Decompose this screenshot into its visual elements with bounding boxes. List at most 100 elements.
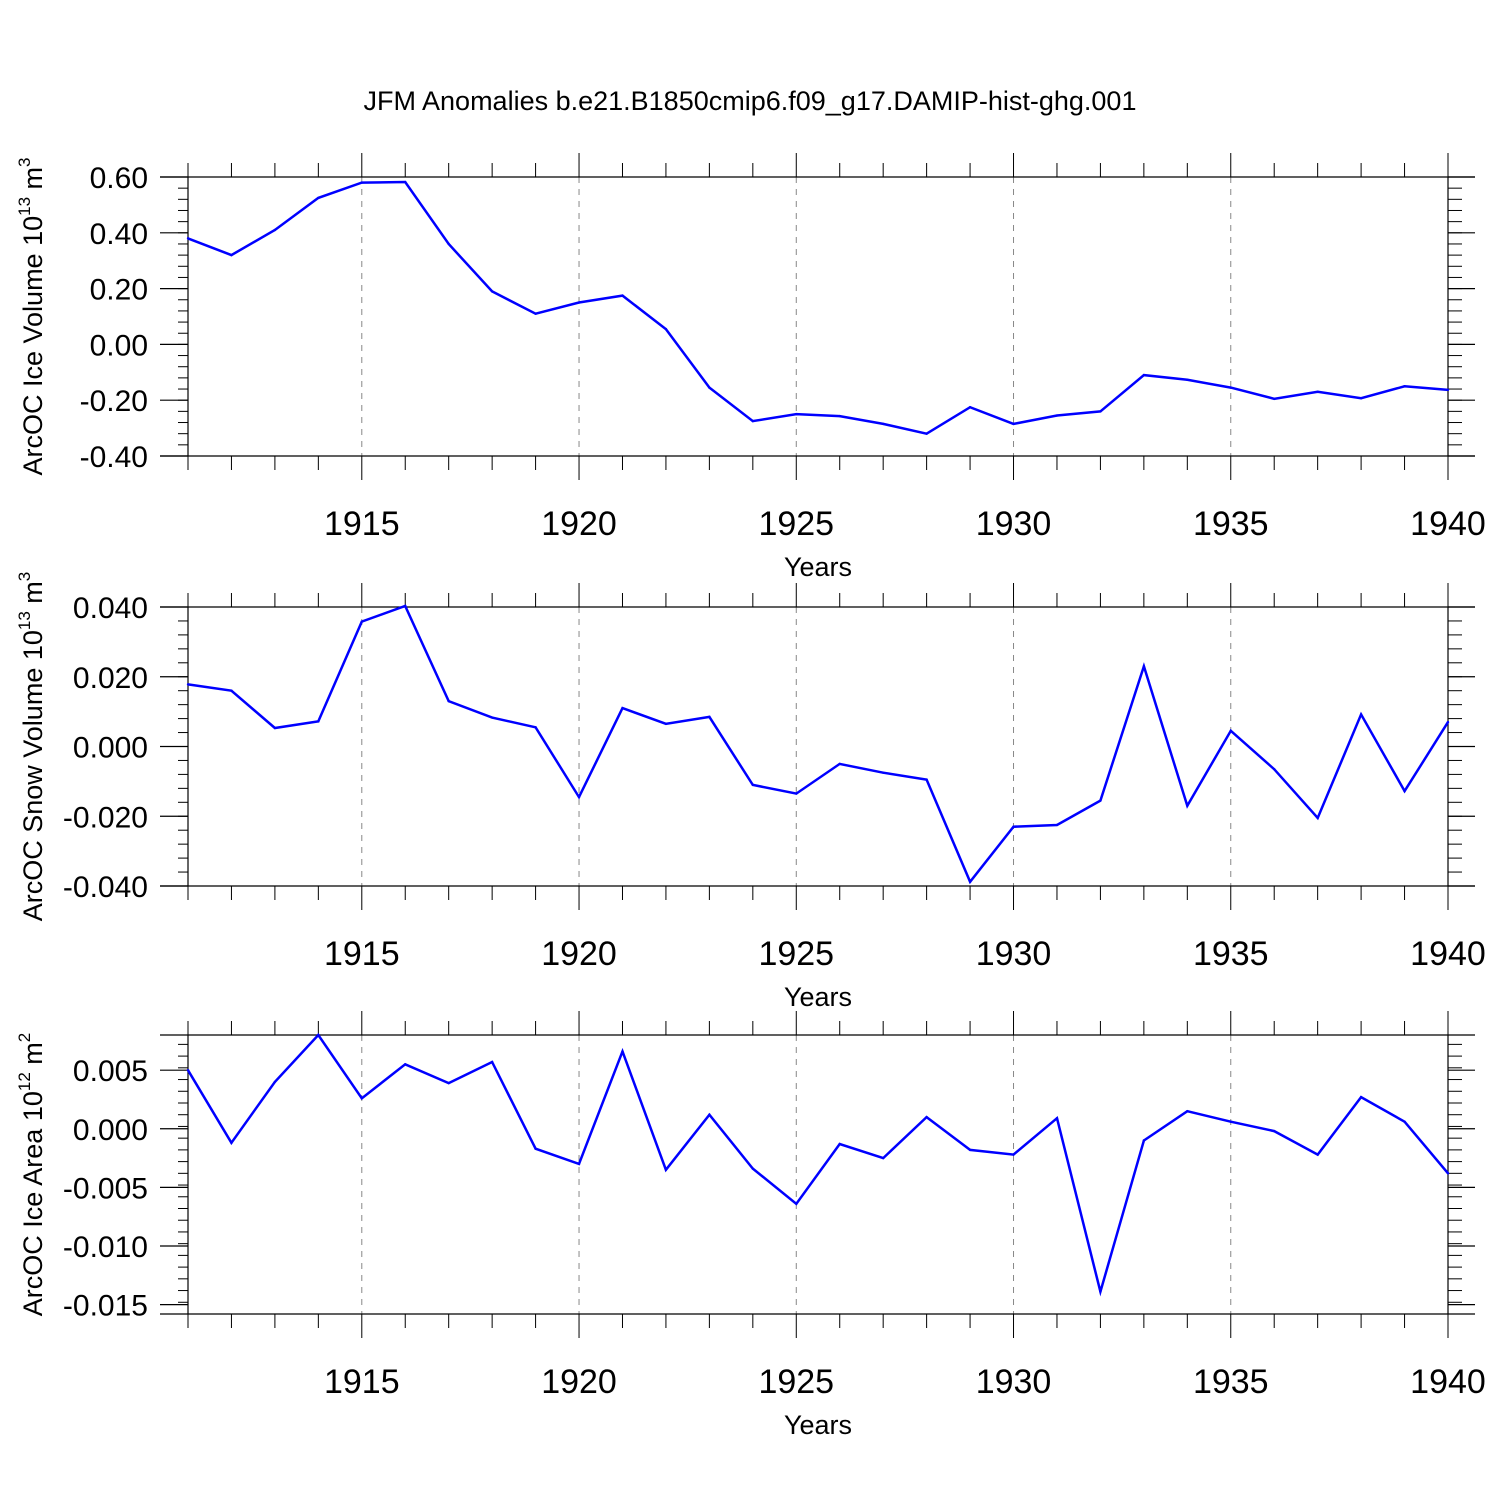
data-point	[1316, 1153, 1319, 1156]
data-point	[404, 1063, 407, 1066]
y-axis-label-unit: m	[18, 581, 48, 611]
data-point	[447, 1081, 450, 1085]
y-axis-label-exponent: 13	[15, 611, 34, 630]
data-point	[1142, 665, 1146, 668]
data-point	[708, 1113, 711, 1116]
y-tick-label: 0.000	[73, 1114, 148, 1147]
x-tick-label: 1925	[758, 1363, 834, 1401]
y-axis-label-unit: m	[18, 167, 48, 197]
x-axis-label: Years	[784, 1410, 852, 1440]
data-point	[186, 683, 190, 686]
data-point	[1186, 1109, 1189, 1113]
data-point	[273, 228, 277, 232]
data-point	[273, 1080, 277, 1084]
y-axis-label-text: ArcOC Ice Volume 10	[18, 216, 48, 476]
data-point	[1446, 720, 1450, 724]
data-point	[751, 783, 755, 787]
data-point	[534, 312, 537, 315]
panel-1: -0.40 -0.20 0.00 0.20 0.40 0.60 1915 1920 1925 19…	[15, 153, 1486, 582]
y-axis-label-exponent: 12	[15, 1072, 34, 1091]
data-point	[360, 620, 363, 623]
data-point	[534, 726, 537, 729]
data-point	[1359, 397, 1363, 400]
data-point	[881, 422, 885, 426]
data-point	[1186, 804, 1189, 807]
y-tick-label: -0.015	[63, 1290, 148, 1323]
y-tick-label: -0.010	[63, 1231, 148, 1264]
y-tick-label: 0.20	[90, 274, 148, 307]
data-point	[1403, 385, 1406, 388]
x-tick-label: 1920	[541, 505, 617, 543]
data-point	[186, 237, 190, 240]
y-tick-label: 0.40	[90, 218, 148, 251]
y-tick-label: 0.00	[90, 329, 148, 362]
data-point	[621, 706, 624, 710]
data-point	[577, 795, 581, 799]
data-point	[230, 1141, 233, 1145]
data-point	[708, 715, 711, 719]
data-point	[1273, 1129, 1276, 1133]
data-point	[968, 880, 972, 884]
data-point	[968, 1148, 972, 1152]
data-point	[1359, 1095, 1363, 1099]
chart-title: JFM Anomalies b.e21.B1850cmip6.f09_g17.D…	[364, 86, 1137, 116]
data-point	[1099, 799, 1102, 802]
x-tick-label: 1915	[324, 505, 400, 543]
y-axis-label-text: ArcOC Ice Area 10	[18, 1091, 48, 1316]
y-tick-label: -0.40	[80, 441, 148, 474]
data-point	[534, 1147, 537, 1150]
data-point	[1316, 816, 1319, 820]
data-point	[230, 253, 233, 257]
data-point	[1403, 1120, 1406, 1123]
data-point	[838, 762, 841, 766]
y-tick-label: -0.020	[63, 801, 148, 834]
y-tick-label: 0.040	[73, 592, 148, 625]
data-point	[881, 771, 885, 774]
x-tick-label: 1930	[976, 505, 1052, 543]
data-point	[1099, 1290, 1102, 1293]
x-tick-label: 1915	[324, 1363, 400, 1401]
data-point	[968, 405, 972, 409]
y-axis-label: ArcOC Snow Volume 1013 m3	[15, 572, 48, 922]
y-tick-label: -0.005	[63, 1172, 148, 1205]
panel-3: -0.015 -0.010 -0.005 0.000 0.005 1915 1920 1925…	[15, 1011, 1486, 1440]
data-point	[621, 1050, 624, 1053]
y-axis-label-unit-exponent: 3	[15, 572, 34, 581]
series-line	[187, 180, 1449, 436]
y-axis-label-unit: m	[18, 1042, 48, 1072]
data-point	[490, 716, 494, 719]
data-point	[925, 778, 928, 781]
data-point	[577, 1162, 581, 1166]
data-point	[317, 196, 320, 200]
data-point	[664, 722, 668, 726]
data-point	[230, 689, 233, 692]
x-tick-label: 1940	[1410, 935, 1486, 973]
data-point	[1099, 410, 1102, 413]
y-tick-label: 0.60	[90, 162, 148, 195]
data-point	[838, 414, 841, 418]
data-point	[1012, 422, 1015, 426]
x-tick-label: 1930	[976, 935, 1052, 973]
data-point	[1142, 1139, 1146, 1142]
data-point	[1446, 388, 1450, 392]
y-axis-label-unit-exponent: 2	[15, 1033, 34, 1042]
data-point	[1055, 823, 1059, 827]
data-point	[1012, 1153, 1015, 1156]
x-tick-label: 1935	[1193, 1363, 1269, 1401]
panel-2: -0.040 -0.020 0.000 0.020 0.040 1915 1920 1925 1…	[15, 572, 1486, 1012]
x-axis-label: Years	[784, 982, 852, 1012]
data-point	[1446, 1172, 1450, 1175]
data-point	[881, 1156, 885, 1160]
x-tick-label: 1920	[541, 935, 617, 973]
data-point	[404, 604, 407, 608]
data-point	[1229, 386, 1232, 389]
y-tick-label: -0.20	[80, 385, 148, 418]
x-tick-label: 1935	[1193, 935, 1269, 973]
y-axis-label-unit-exponent: 3	[15, 157, 34, 166]
data-point	[490, 1060, 494, 1064]
x-tick-label: 1925	[758, 505, 834, 543]
data-point	[273, 726, 277, 730]
data-point	[838, 1142, 841, 1146]
data-point	[751, 419, 755, 423]
